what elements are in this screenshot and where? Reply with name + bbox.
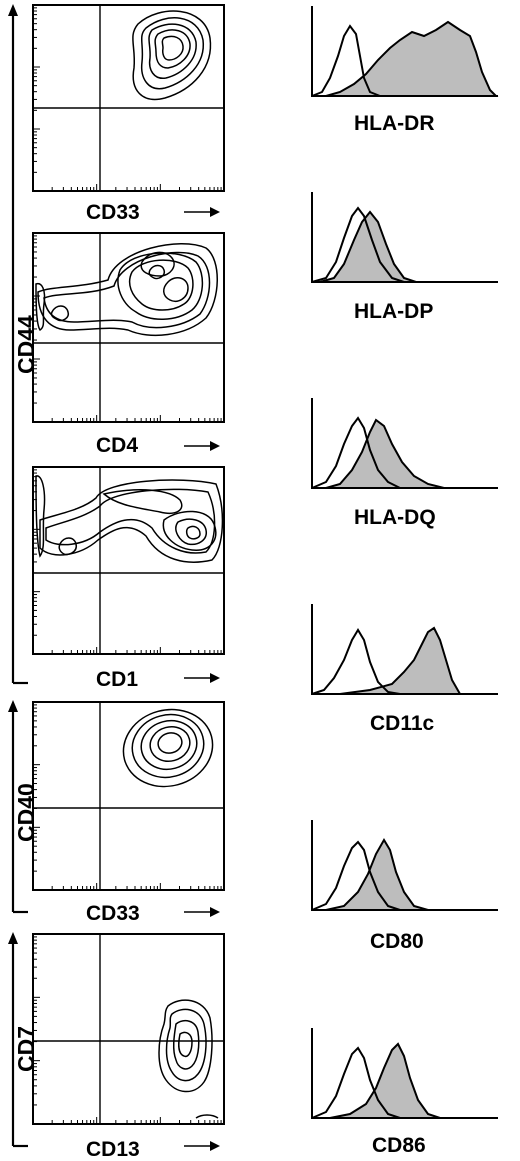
plot-frame — [32, 701, 225, 891]
cd44-axis-arrow-icon — [8, 4, 18, 16]
contour-lines — [122, 708, 214, 788]
histogram-filled — [325, 838, 429, 911]
histogram-open — [311, 628, 401, 695]
histogram-hla-dq — [311, 398, 498, 489]
y-label-cd44: CD44 — [13, 315, 39, 374]
axis — [311, 820, 498, 911]
axis — [311, 6, 498, 97]
histogram-hla-dr — [311, 6, 499, 97]
axis — [311, 192, 498, 283]
y-label-cd7: CD7 — [13, 1026, 39, 1072]
contour-panel-cd1 — [32, 466, 225, 655]
plot-frame — [32, 232, 225, 423]
histogram-cd80 — [311, 820, 498, 911]
axis — [311, 604, 498, 695]
plot-frame — [32, 4, 225, 192]
x-label-cd33-b: CD33 — [86, 902, 140, 925]
x-axis-arrow-icon — [184, 1141, 220, 1151]
histogram-hla-dp — [311, 192, 498, 283]
contour-lines — [35, 242, 218, 337]
label-cd11c: CD11c — [370, 712, 435, 735]
histogram-open — [311, 206, 405, 283]
histogram-open — [311, 24, 381, 97]
axis — [311, 1028, 498, 1119]
histogram-open — [311, 1046, 401, 1119]
contour-lines — [35, 475, 224, 563]
plot-frame — [32, 466, 225, 655]
histogram-filled — [319, 210, 417, 283]
contour-panel-cd33-a — [32, 4, 225, 192]
axis-ticks — [32, 7, 222, 1125]
histogram-open — [311, 416, 401, 489]
contour-panel-cd40-cd33 — [32, 701, 225, 891]
x-label-cd13: CD13 — [86, 1138, 140, 1161]
label-cd86: CD86 — [372, 1134, 426, 1157]
histogram-filled — [329, 1042, 441, 1119]
contour-lines — [132, 10, 212, 101]
x-label-cd4: CD4 — [96, 434, 138, 457]
x-label-cd33-a: CD33 — [86, 201, 140, 224]
histogram-column: HLA-DR HLA-DP HLA-DQ CD11c CD80 — [311, 6, 499, 1157]
x-axis-arrow-icon — [184, 907, 220, 917]
label-hla-dr: HLA-DR — [354, 112, 434, 135]
cd7-axis-arrow-icon — [8, 932, 18, 944]
label-cd80: CD80 — [370, 930, 424, 953]
histogram-filled — [312, 626, 462, 695]
x-axis-arrow-icon — [184, 207, 220, 217]
contour-panel-cd4 — [32, 232, 225, 423]
histogram-filled — [312, 20, 499, 97]
contour-panel-cd7-cd13 — [32, 933, 225, 1125]
x-label-cd1: CD1 — [96, 668, 138, 691]
histogram-filled — [325, 418, 445, 489]
contour-lines — [158, 999, 219, 1119]
contour-column: CD33 CD4 — [8, 4, 225, 1161]
x-axis-arrow-icon — [184, 673, 220, 683]
label-hla-dq: HLA-DQ — [354, 506, 436, 529]
x-axis-arrow-icon — [184, 441, 220, 451]
cd40-axis-arrow-icon — [8, 700, 18, 712]
histogram-cd11c — [311, 604, 498, 695]
plot-frame — [32, 933, 225, 1125]
y-label-cd40: CD40 — [13, 783, 39, 842]
histogram-open — [311, 840, 401, 911]
histogram-cd86 — [311, 1028, 498, 1119]
axis — [311, 398, 498, 489]
label-hla-dp: HLA-DP — [354, 300, 433, 323]
